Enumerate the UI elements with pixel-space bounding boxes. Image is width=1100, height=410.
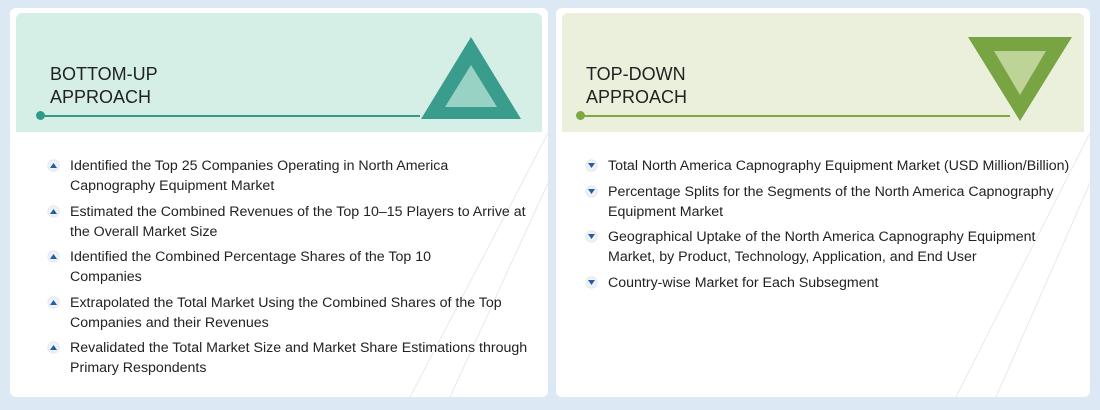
item-text: Extrapolated the Total Market Using the …: [70, 294, 502, 331]
triangle-down-bullet-icon: [586, 185, 597, 197]
list-item: Percentage Splits for the Segments of th…: [586, 182, 1070, 222]
item-text: Total North America Capnography Equipmen…: [608, 158, 1070, 174]
bottom-up-list: Identified the Top 25 Companies Operatin…: [48, 156, 528, 384]
list-item: Identified the Top 25 Companies Operatin…: [48, 156, 528, 196]
list-item: Geographical Uptake of the North America…: [586, 227, 1070, 267]
header-rule: [40, 115, 420, 117]
item-text: Geographical Uptake of the North America…: [608, 229, 1036, 265]
list-item: Estimated the Combined Revenues of the T…: [48, 202, 528, 242]
title-line: APPROACH: [586, 87, 688, 107]
header-rule: [580, 115, 1010, 117]
triangle-up-bullet-icon: [48, 251, 59, 262]
list-item: Revalidated the Total Market Size and Ma…: [48, 338, 528, 378]
top-down-title: TOP-DOWN APPROACH: [586, 63, 687, 109]
title-line: BOTTOM-UP: [50, 64, 158, 84]
item-text: Country-wise Market for Each Subsegment: [608, 274, 879, 291]
top-down-panel: TOP-DOWN APPROACH Total North America Cap…: [556, 8, 1090, 397]
item-text: Identified the Top 25 Companies Operatin…: [70, 158, 449, 194]
list-item: Identified the Combined Percentage Share…: [48, 247, 528, 287]
triangle-up-bullet-icon: [48, 296, 59, 308]
list-item: Total North America Capnography Equipmen…: [586, 156, 1070, 176]
item-text: Identified the Combined Percentage Share…: [70, 249, 431, 285]
bottom-up-title: BOTTOM-UP APPROACH: [50, 63, 158, 109]
top-down-header: TOP-DOWN APPROACH: [562, 13, 1084, 132]
bottom-up-panel: BOTTOM-UP APPROACH Identified the Top 25 …: [10, 8, 548, 397]
triangle-down-bullet-icon: [586, 276, 597, 288]
title-line: APPROACH: [50, 87, 152, 107]
bottom-up-header: BOTTOM-UP APPROACH: [16, 13, 542, 132]
triangle-up-bullet-icon: [48, 160, 59, 171]
triangle-up-bullet-icon: [48, 342, 59, 353]
triangle-up-bullet-icon: [48, 205, 59, 217]
top-down-list: Total North America Capnography Equipmen…: [586, 156, 1070, 298]
item-text: Percentage Splits for the Segments of th…: [608, 183, 1054, 220]
title-line: TOP-DOWN: [586, 64, 686, 84]
list-item: Extrapolated the Total Market Using the …: [48, 293, 528, 333]
item-text: Revalidated the Total Market Size and Ma…: [70, 340, 528, 376]
item-text: Estimated the Combined Revenues of the T…: [70, 203, 526, 240]
triangle-up-icon: [421, 37, 521, 119]
triangle-down-icon: [968, 37, 1072, 121]
triangle-down-bullet-icon: [586, 160, 597, 171]
list-item: Country-wise Market for Each Subsegment: [586, 273, 1070, 293]
triangle-down-bullet-icon: [586, 231, 597, 242]
